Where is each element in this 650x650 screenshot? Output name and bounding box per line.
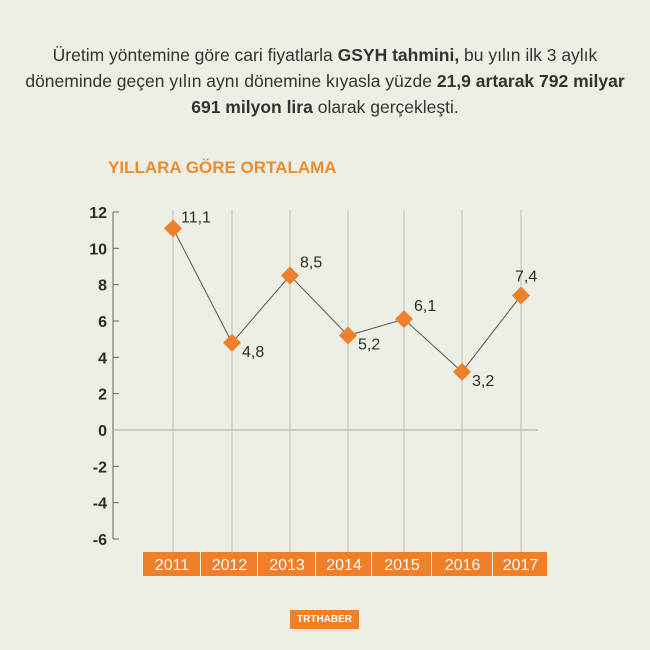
y-tick-label: -6 <box>93 532 107 549</box>
x-tick-label: 2013 <box>269 557 305 574</box>
chart-title: YILLARA GÖRE ORTALAMA <box>108 158 337 177</box>
data-label: 7,4 <box>515 269 537 286</box>
x-tick-label: 2012 <box>212 557 248 574</box>
data-label: 5,2 <box>358 337 380 354</box>
x-tick-label: 2017 <box>503 557 539 574</box>
data-point-marker <box>453 362 471 381</box>
y-tick-label: 4 <box>98 350 107 367</box>
intro-segment: bu yılın ilk 3 aylık döneminde geçen yıl… <box>25 45 598 91</box>
data-label: 11,1 <box>181 209 211 226</box>
x-category-cell <box>143 552 200 576</box>
x-tick-label: 2016 <box>445 557 481 574</box>
y-tick-label: -4 <box>93 496 107 513</box>
x-tick-label: 2011 <box>155 557 190 574</box>
x-tick-label: 2014 <box>326 557 362 574</box>
intro-text: Üretim yöntemine göre cari fiyatlarla GS… <box>20 42 630 120</box>
x-category-cell <box>316 552 371 576</box>
intro-segment: Üretim yöntemine göre cari fiyatlarla <box>52 45 338 65</box>
x-tick-label: 2015 <box>384 557 420 574</box>
trthaber-logo: TRTHABER <box>290 610 359 629</box>
data-point-marker <box>164 219 182 238</box>
y-tick-label: 0 <box>98 423 107 440</box>
x-category-cell <box>493 552 547 576</box>
y-tick-label: 2 <box>98 387 107 404</box>
intro-segment: 21,9 artarak 792 milyar 691 milyon lira <box>191 71 625 117</box>
data-label: 4,8 <box>242 344 264 361</box>
x-category-cell <box>372 552 431 576</box>
y-tick-label: 12 <box>89 205 107 222</box>
data-point-marker <box>395 310 413 329</box>
data-point-marker <box>512 286 530 305</box>
y-tick-label: 6 <box>98 314 107 331</box>
intro-segment: GSYH tahmini, <box>337 45 460 65</box>
data-label: 8,5 <box>300 255 322 272</box>
series-line <box>172 228 522 373</box>
data-label: 6,1 <box>414 298 436 315</box>
data-point-marker <box>281 266 299 285</box>
data-point-marker <box>223 333 241 352</box>
intro-segment: olarak gerçekleşti. <box>312 97 459 117</box>
x-category-cell <box>432 552 492 576</box>
y-tick-label: 8 <box>98 278 107 295</box>
y-tick-label: 10 <box>89 241 107 258</box>
data-label: 3,2 <box>472 373 494 390</box>
data-point-marker <box>339 326 357 345</box>
x-category-cell <box>201 552 257 576</box>
x-category-cell <box>258 552 315 576</box>
y-tick-label: -2 <box>93 459 107 476</box>
